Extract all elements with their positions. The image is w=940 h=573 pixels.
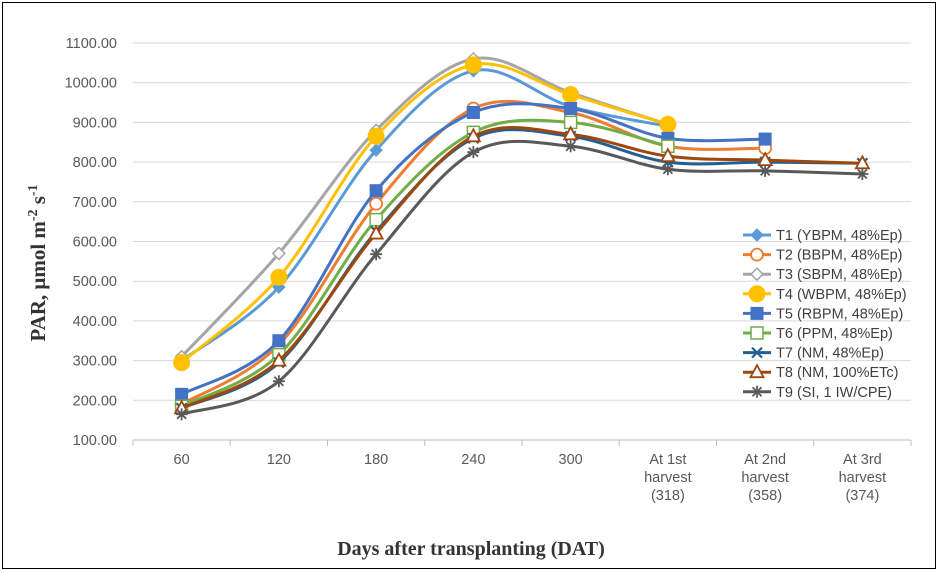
data-series	[173, 51, 871, 421]
series-9	[175, 139, 869, 421]
y-tick-label: 700.00	[73, 195, 117, 211]
data-point	[175, 408, 188, 421]
data-point	[659, 115, 677, 133]
data-point	[369, 184, 383, 198]
legend-marker	[750, 247, 764, 262]
line-chart: 100.00 200.00 300.00 400.00 500.00 600.00 700.…	[26, 36, 912, 560]
x-tick-label: At 2nd harvest (358)	[741, 452, 789, 504]
data-point	[464, 56, 482, 74]
legend-label: T1 (YBPM, 48%Ep)	[776, 228, 903, 244]
legend: T1 (YBPM, 48%Ep) T2 (BBPM, 48%Ep) T3 (SBPM…	[743, 228, 907, 401]
legend-item: T1 (YBPM, 48%Ep)	[743, 228, 903, 244]
data-point	[270, 268, 288, 286]
y-axis-title: PAR, μmol m-2 s-1	[26, 184, 50, 341]
legend-label: T4 (WBPM, 48%Ep)	[776, 287, 907, 303]
x-axis-title: Days after transplanting (DAT)	[337, 538, 605, 560]
y-tick-label: 1100.00	[66, 36, 117, 52]
data-point	[466, 105, 480, 119]
data-point	[659, 147, 676, 163]
series-line	[180, 62, 669, 364]
legend-label: T2 (BBPM, 48%Ep)	[776, 248, 903, 264]
legend-item: T3 (SBPM, 48%Ep)	[743, 267, 903, 283]
legend-marker	[750, 326, 764, 340]
x-tick-label: At 1st harvest (318)	[644, 452, 692, 504]
legend-marker	[750, 306, 764, 320]
legend-label: T3 (SBPM, 48%Ep)	[776, 267, 903, 283]
legend-label: T5 (RBPM, 48%Ep)	[776, 306, 903, 322]
y-tick-label: 600.00	[73, 235, 117, 251]
data-point	[564, 140, 577, 153]
data-point	[370, 248, 383, 261]
legend-item: T6 (PPM, 48%Ep)	[743, 326, 893, 342]
x-tick-label: 180	[364, 452, 388, 468]
x-tick-label: At 3rd harvest (374)	[839, 452, 887, 504]
data-point	[368, 224, 385, 240]
y-tick-label: 900.00	[73, 115, 117, 131]
data-point	[369, 212, 383, 227]
y-tick-labels: 100.00 200.00 300.00 400.00 500.00 600.00 700.…	[65, 36, 117, 449]
legend-item: T5 (RBPM, 48%Ep)	[743, 306, 903, 322]
data-point	[175, 387, 189, 401]
series-line	[181, 139, 863, 416]
data-point	[173, 354, 191, 372]
legend-marker	[748, 363, 766, 379]
y-tick-label: 800.00	[73, 155, 117, 171]
legend-item: T9 (SI, 1 IW/CPE)	[743, 385, 892, 401]
legend-marker	[751, 346, 763, 359]
legend-label: T7 (NM, 48%Ep)	[776, 346, 884, 362]
x-tick-label: 60	[174, 452, 190, 468]
y-tick-label: 500.00	[73, 274, 117, 290]
x-tick-label: 120	[267, 452, 291, 468]
data-point	[856, 168, 869, 181]
data-point	[270, 351, 287, 367]
data-point	[661, 163, 674, 176]
y-tick-label: 1000.00	[65, 76, 117, 92]
data-point	[367, 127, 385, 145]
y-tick-label: 400.00	[73, 314, 117, 330]
y-tick-label: 100.00	[73, 433, 117, 449]
legend-label: T6 (PPM, 48%Ep)	[776, 326, 893, 342]
data-point	[759, 164, 772, 177]
y-tick-label: 200.00	[73, 393, 117, 409]
legend-item: T2 (BBPM, 48%Ep)	[743, 248, 903, 264]
x-tick-labels: 60 120 180 240 300 At 1st harvest (318) At 2nd ha…	[174, 452, 887, 504]
legend-marker	[748, 285, 766, 303]
series-line	[180, 126, 863, 410]
data-point	[369, 196, 384, 211]
data-point	[758, 132, 772, 146]
legend-label: T9 (SI, 1 IW/CPE)	[776, 385, 892, 401]
data-point	[562, 125, 579, 141]
legend-marker	[750, 228, 764, 242]
series-4	[173, 56, 677, 372]
data-point	[272, 334, 286, 348]
legend-item: T7 (NM, 48%Ep)	[743, 346, 884, 362]
data-point	[562, 86, 580, 104]
data-point	[467, 146, 480, 159]
x-tick-label: 240	[461, 452, 485, 468]
legend-label: T8 (NM, 100%ETc)	[776, 365, 898, 381]
data-point	[369, 143, 383, 157]
data-point	[271, 246, 286, 261]
data-point	[272, 375, 285, 388]
data-point	[564, 102, 578, 116]
legend-marker	[751, 385, 763, 398]
x-tick-label: 300	[559, 452, 583, 468]
data-point	[465, 127, 482, 143]
y-tick-label: 300.00	[73, 354, 117, 370]
legend-marker	[749, 267, 765, 282]
legend-item: T4 (WBPM, 48%Ep)	[743, 285, 907, 303]
legend-item: T8 (NM, 100%ETc)	[743, 363, 898, 381]
